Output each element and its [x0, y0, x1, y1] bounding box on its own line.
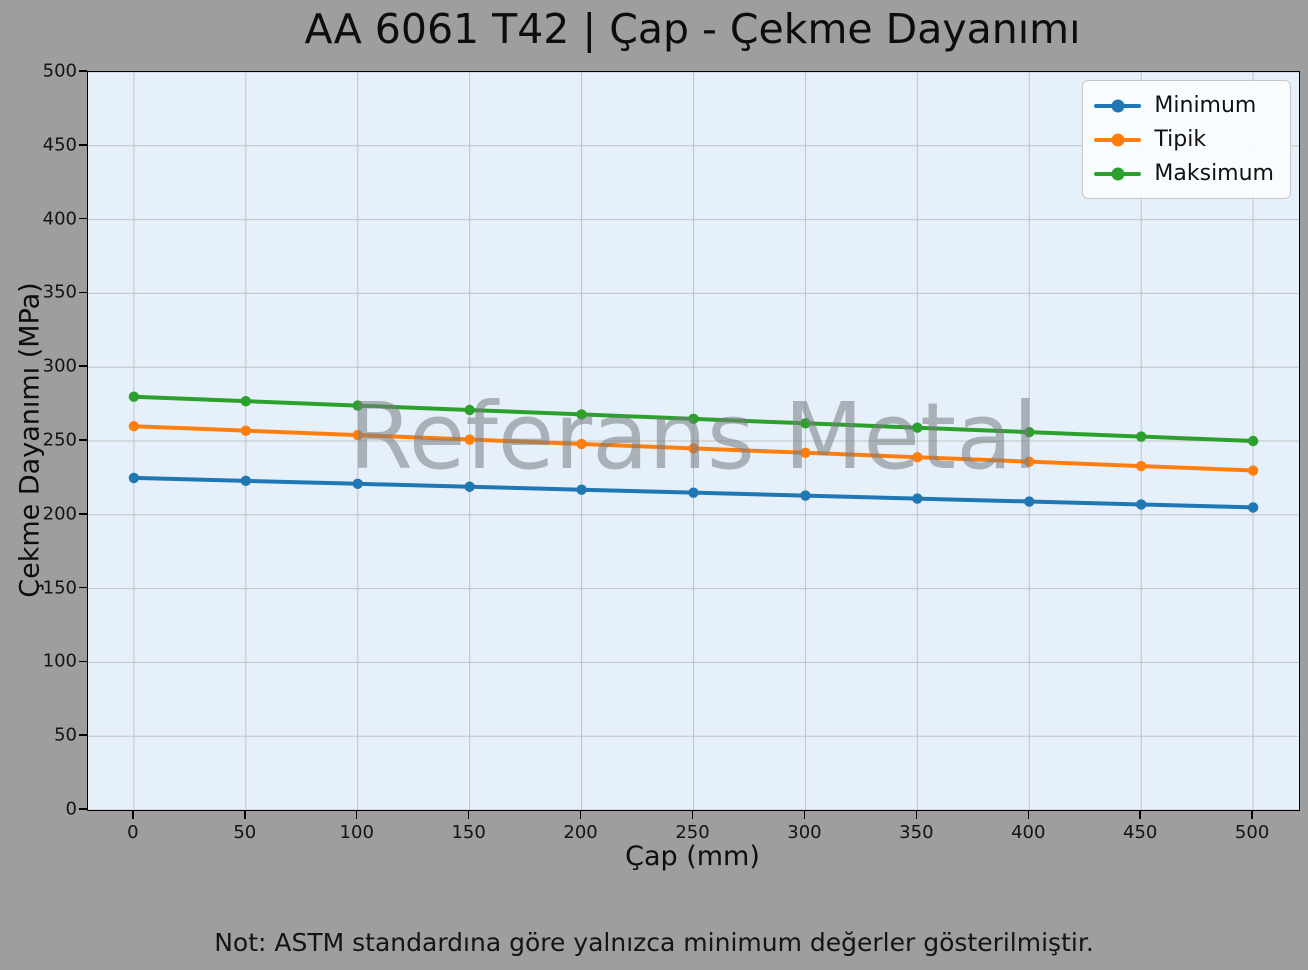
x-tick-label: 150	[451, 822, 486, 843]
data-point-minimum	[352, 478, 363, 490]
y-tick-label: 300	[42, 355, 77, 377]
data-point-tipik	[464, 434, 475, 445]
data-point-maksimum	[576, 409, 587, 420]
data-point-tipik	[352, 429, 363, 441]
data-point-maksimum	[1024, 426, 1035, 438]
legend: Minimum Tipik Maksimum	[1082, 80, 1291, 199]
x-tick-mark	[244, 810, 246, 819]
footnote: Not: ASTM standardına göre yalnızca mini…	[214, 928, 1094, 957]
data-point-maksimum	[800, 418, 811, 429]
y-tick-mark	[79, 734, 87, 736]
y-tick-label: 450	[42, 134, 77, 156]
data-point-maksimum	[464, 404, 475, 416]
plot-area: Referans Metal Minimum Tipik Maksimum	[87, 71, 1300, 811]
y-tick-label: 250	[42, 429, 77, 451]
y-tick-mark	[79, 586, 87, 589]
data-point-maksimum	[128, 391, 140, 402]
x-tick-label: 400	[1011, 822, 1046, 843]
data-point-tipik	[128, 421, 140, 432]
y-tick-label: 100	[42, 650, 77, 672]
x-tick-label: 250	[675, 822, 710, 843]
y-tick-mark	[79, 291, 87, 294]
legend-line-marker-icon	[1094, 99, 1142, 113]
data-point-maksimum	[352, 400, 363, 411]
data-point-minimum	[1024, 496, 1035, 507]
y-tick-label: 0	[65, 798, 77, 820]
legend-line-marker-icon	[1094, 167, 1142, 181]
data-point-tipik	[800, 447, 811, 459]
data-point-minimum	[240, 475, 252, 487]
legend-label: Maksimum	[1154, 161, 1274, 186]
chart-canvas	[88, 72, 1299, 810]
data-point-minimum	[912, 493, 923, 504]
x-tick-label: 50	[233, 822, 257, 843]
x-tick-label: 300	[787, 822, 822, 843]
data-point-minimum	[464, 481, 475, 492]
y-tick-label: 500	[42, 60, 77, 82]
data-point-tipik	[912, 452, 923, 463]
x-tick-mark	[691, 810, 694, 819]
data-point-maksimum	[1135, 431, 1147, 442]
x-tick-mark	[579, 810, 582, 819]
y-tick-mark	[79, 70, 87, 72]
data-point-minimum	[688, 487, 699, 498]
x-tick-mark	[1251, 810, 1253, 819]
data-point-minimum	[1135, 499, 1147, 510]
x-tick-mark	[1139, 810, 1141, 819]
data-point-tipik	[240, 425, 252, 436]
y-tick-mark	[79, 513, 87, 515]
x-axis-label: Çap (mm)	[625, 841, 760, 872]
legend-item-minimum: Minimum	[1094, 90, 1274, 121]
x-tick-label: 200	[563, 822, 598, 843]
legend-item-maksimum: Maksimum	[1094, 158, 1274, 189]
x-tick-mark	[915, 810, 918, 819]
x-tick-label: 500	[1234, 822, 1270, 843]
x-tick-label: 450	[1123, 822, 1158, 843]
x-tick-mark	[132, 810, 134, 819]
data-point-maksimum	[912, 422, 923, 433]
y-tick-label: 350	[42, 281, 77, 303]
data-point-minimum	[128, 472, 140, 484]
data-point-tipik	[1135, 460, 1147, 472]
y-tick-label: 50	[54, 724, 77, 746]
data-point-maksimum	[1247, 435, 1259, 447]
legend-item-tipik: Tipik	[1094, 124, 1274, 155]
y-tick-mark	[79, 217, 87, 220]
data-point-minimum	[800, 490, 811, 501]
data-point-minimum	[1247, 502, 1259, 513]
legend-label: Tipik	[1154, 127, 1207, 152]
data-point-tipik	[1247, 465, 1259, 476]
y-tick-mark	[79, 439, 87, 441]
data-point-tipik	[688, 443, 699, 454]
y-tick-mark	[79, 365, 87, 367]
data-point-tipik	[576, 438, 587, 450]
x-tick-label: 100	[339, 822, 374, 843]
y-tick-label: 400	[42, 208, 77, 230]
legend-line-marker-icon	[1094, 133, 1142, 147]
x-tick-label: 0	[127, 822, 139, 843]
y-tick-label: 200	[42, 503, 77, 525]
data-point-maksimum	[240, 395, 252, 407]
x-tick-label: 350	[899, 822, 934, 843]
y-tick-mark	[79, 808, 87, 810]
data-point-minimum	[576, 484, 587, 495]
y-tick-mark	[79, 660, 87, 663]
x-tick-mark	[355, 810, 358, 819]
data-point-tipik	[1024, 456, 1035, 467]
y-tick-label: 150	[42, 577, 77, 599]
x-tick-mark	[1027, 810, 1030, 819]
legend-label: Minimum	[1154, 93, 1257, 118]
x-tick-mark	[803, 810, 806, 819]
data-point-maksimum	[688, 413, 699, 425]
chart-title: AA 6061 T42 | Çap - Çekme Dayanımı	[304, 5, 1081, 53]
y-tick-mark	[79, 144, 87, 146]
x-tick-mark	[467, 810, 470, 819]
